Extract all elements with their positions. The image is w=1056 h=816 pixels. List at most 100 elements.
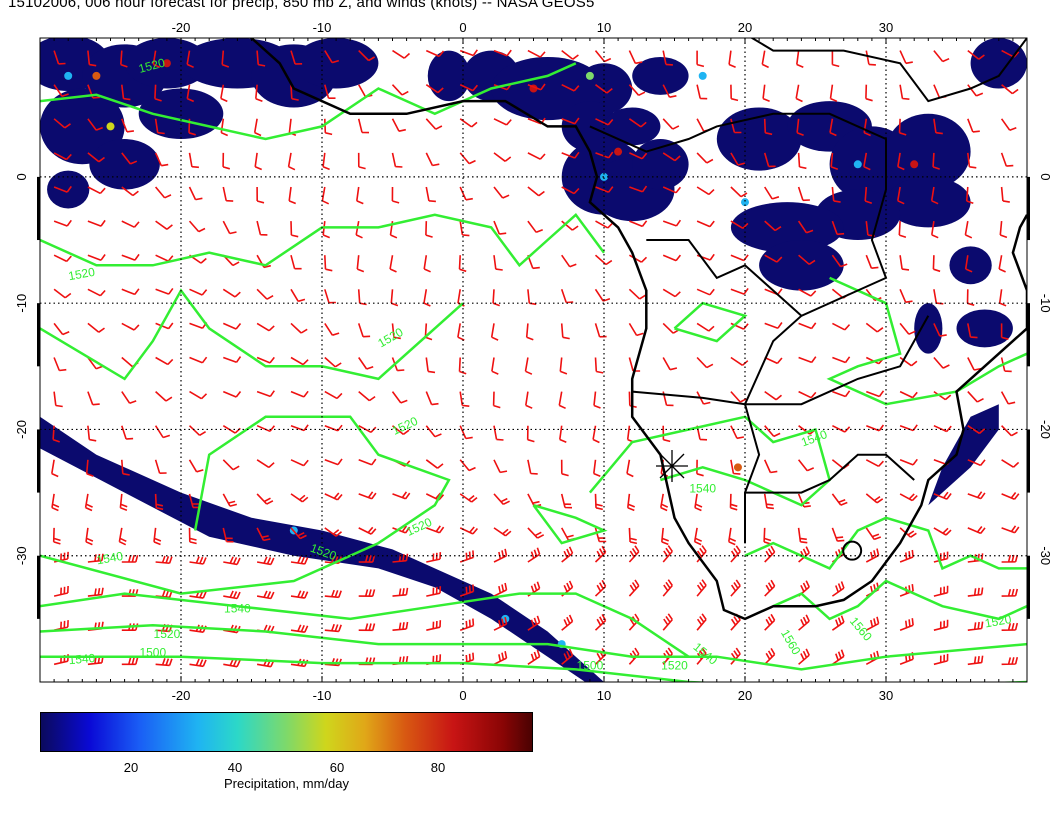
frame-bar bbox=[1027, 176, 1030, 241]
wind-barb bbox=[796, 118, 804, 136]
wind-barb bbox=[1001, 459, 1020, 468]
colorbar-tick: 80 bbox=[430, 760, 446, 775]
contour-label: 1540 bbox=[95, 549, 124, 567]
wind-barb bbox=[730, 579, 741, 597]
wind-barb bbox=[493, 186, 510, 199]
wind-barb bbox=[763, 152, 776, 168]
wind-barb bbox=[188, 425, 207, 436]
wind-barb bbox=[831, 50, 840, 68]
wind-barb bbox=[628, 288, 646, 300]
wind-barb bbox=[628, 527, 638, 545]
wind-barb bbox=[865, 459, 884, 468]
wind-barb bbox=[662, 254, 682, 262]
wind-barb bbox=[897, 186, 905, 205]
wind-barb bbox=[764, 390, 783, 401]
precip-core bbox=[733, 463, 742, 472]
wind-barb bbox=[595, 220, 614, 229]
wind-barb bbox=[730, 186, 748, 198]
wind-barb bbox=[189, 390, 208, 400]
wind-barb bbox=[256, 322, 275, 332]
precip-area bbox=[886, 113, 971, 190]
frame-bar bbox=[37, 555, 40, 619]
wind-barb bbox=[899, 652, 914, 666]
wind-barb bbox=[459, 425, 473, 440]
wind-barb bbox=[256, 493, 274, 505]
wind-barb bbox=[798, 356, 817, 364]
wind-barb bbox=[222, 152, 231, 170]
wind-barb bbox=[1000, 323, 1009, 340]
wind-barb bbox=[155, 356, 174, 366]
wind-barb bbox=[728, 527, 737, 546]
wind-barb bbox=[155, 623, 173, 633]
wind-barb bbox=[798, 322, 817, 330]
wind-barb bbox=[53, 620, 69, 631]
precip-area bbox=[89, 139, 160, 190]
wind-barb bbox=[561, 186, 580, 195]
wind-barb bbox=[53, 219, 72, 227]
wind-barb bbox=[763, 493, 774, 510]
wind-barb bbox=[831, 649, 845, 665]
wind-barb bbox=[593, 391, 601, 409]
wind-barb bbox=[897, 152, 905, 171]
wind-barb bbox=[592, 425, 600, 444]
wind-barb bbox=[931, 220, 939, 239]
wind-barb bbox=[256, 590, 275, 600]
wind-barb bbox=[797, 186, 810, 202]
wind-barb bbox=[899, 288, 913, 303]
wind-barb bbox=[290, 84, 299, 101]
wind-barb bbox=[189, 356, 208, 364]
wind-barb bbox=[321, 186, 330, 205]
wind-barb bbox=[121, 657, 139, 666]
wind-barb bbox=[527, 527, 545, 539]
wind-barb bbox=[662, 219, 682, 227]
wind-barb bbox=[662, 647, 673, 665]
wind-barb bbox=[121, 253, 140, 261]
wind-barb bbox=[425, 221, 433, 238]
wind-barb bbox=[865, 493, 884, 504]
wind-barb bbox=[290, 254, 302, 270]
wind-barb bbox=[764, 613, 776, 631]
wind-barb bbox=[186, 50, 194, 69]
wind-barb bbox=[324, 527, 343, 537]
wind-barb bbox=[1001, 588, 1019, 597]
wind-barb bbox=[527, 615, 541, 631]
frame-bar bbox=[1027, 303, 1030, 367]
wind-barb bbox=[1001, 554, 1019, 563]
wind-barb bbox=[594, 288, 611, 302]
frame-bar bbox=[37, 303, 40, 367]
wind-barb bbox=[764, 186, 780, 200]
wind-barb bbox=[696, 186, 715, 196]
wind-barb bbox=[865, 322, 884, 333]
wind-barb bbox=[527, 83, 546, 91]
wind-barb bbox=[797, 459, 815, 472]
wind-barb bbox=[188, 527, 197, 545]
wind-barb bbox=[222, 322, 242, 330]
wind-barb bbox=[154, 186, 172, 199]
wind-barb bbox=[189, 590, 207, 599]
station-marker bbox=[656, 450, 688, 482]
wind-barb bbox=[967, 357, 982, 371]
wind-barb bbox=[491, 357, 499, 375]
wind-barb bbox=[561, 49, 579, 60]
wind-barb bbox=[357, 152, 366, 170]
wind-barb bbox=[628, 647, 640, 665]
precip-area bbox=[914, 303, 943, 354]
wind-barb bbox=[459, 83, 479, 92]
wind-barb bbox=[832, 390, 851, 398]
wind-barb bbox=[764, 647, 776, 665]
wind-barb bbox=[899, 84, 910, 100]
precip-area bbox=[730, 202, 844, 253]
wind-barb bbox=[392, 491, 411, 500]
contour-label: 1540 bbox=[224, 602, 251, 616]
precip-band bbox=[40, 416, 604, 682]
wind-barb bbox=[899, 458, 918, 466]
wind-barb bbox=[560, 459, 569, 477]
wind-barb bbox=[324, 390, 343, 400]
colorbar-tick: 60 bbox=[329, 760, 345, 775]
wind-barb bbox=[287, 152, 296, 171]
lesotho-border bbox=[842, 540, 863, 561]
wind-barb bbox=[121, 391, 137, 404]
wind-barb bbox=[493, 651, 508, 666]
contour-label: 1500 bbox=[577, 658, 604, 672]
wind-barb bbox=[256, 356, 275, 364]
